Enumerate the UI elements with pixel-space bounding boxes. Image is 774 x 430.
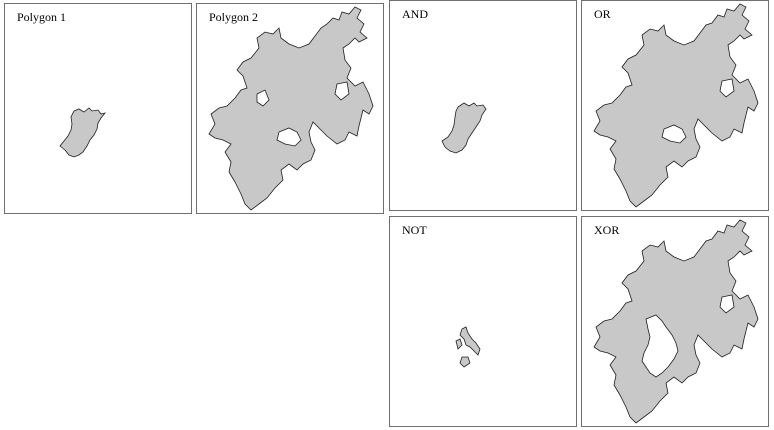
panel-polygon-2: Polygon 2 — [196, 3, 384, 214]
polygon-1-drawing — [59, 107, 107, 158]
and-drawing — [441, 102, 487, 154]
panel-title: AND — [402, 7, 428, 21]
xor-hole — [719, 294, 735, 314]
xor-shape — [593, 219, 759, 424]
panel-title: XOR — [594, 223, 620, 237]
panel-xor: XOR — [581, 216, 769, 427]
or-shape — [593, 3, 759, 208]
or-hole — [719, 78, 735, 98]
and-shape — [441, 102, 487, 154]
not-shape — [455, 338, 463, 350]
polygon-2-shape — [208, 6, 374, 211]
panel-title: Polygon 1 — [17, 10, 67, 24]
or-drawing — [593, 3, 759, 208]
polygon-2-hole — [334, 81, 350, 101]
panel-title: OR — [594, 7, 611, 21]
not-drawing — [455, 326, 481, 368]
panel-title: Polygon 2 — [209, 10, 259, 24]
panel-and: AND — [389, 0, 577, 211]
polygon-2-hole — [276, 127, 302, 147]
panel-not: NOT — [389, 216, 577, 427]
not-shape — [459, 356, 471, 368]
panel-polygon-1: Polygon 1 — [4, 3, 192, 214]
or-hole — [661, 124, 687, 144]
polygon-2-drawing — [208, 6, 374, 211]
xor-hole — [641, 314, 679, 378]
panel-title: NOT — [402, 223, 427, 237]
panel-or: OR — [581, 0, 769, 211]
polygon-1-shape — [59, 107, 107, 158]
xor-drawing — [593, 219, 759, 424]
polygon-2-hole — [256, 89, 270, 107]
not-shape — [459, 326, 481, 356]
